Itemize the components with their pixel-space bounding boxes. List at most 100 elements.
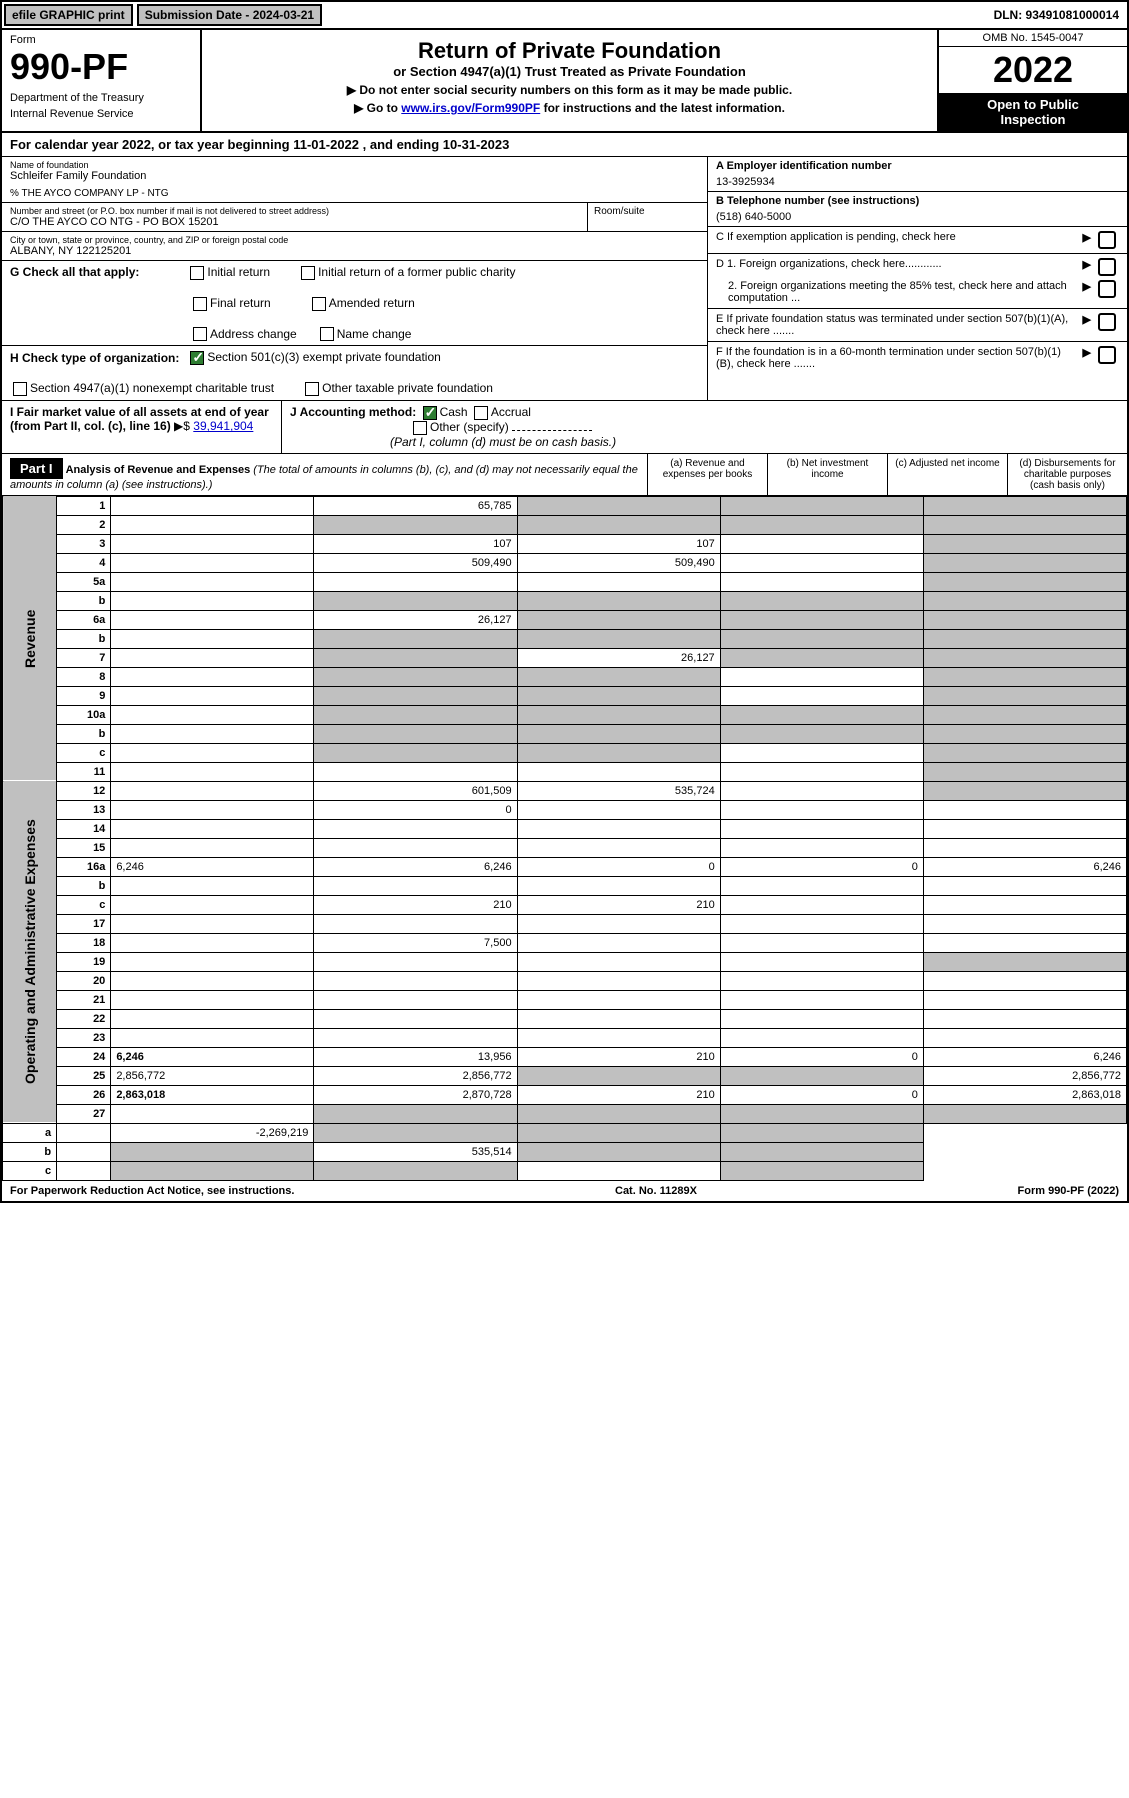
h-label: H Check type of organization:: [10, 351, 179, 365]
checkbox-icon[interactable]: [413, 421, 427, 435]
line-value-a: 13,956: [314, 1047, 517, 1066]
g-opt-0: Initial return: [187, 265, 270, 280]
line-number: 24: [57, 1047, 111, 1066]
line-value-b: [517, 591, 720, 610]
g-row: G Check all that apply: Initial return I…: [2, 261, 707, 346]
checkbox-icon[interactable]: [190, 266, 204, 280]
line-value-d: [720, 1142, 923, 1161]
line-value-b: 0: [517, 857, 720, 876]
checkbox-icon[interactable]: [1098, 258, 1116, 276]
line-value-d: [923, 724, 1126, 743]
checkbox-icon[interactable]: [193, 297, 207, 311]
checkbox-icon[interactable]: [312, 297, 326, 311]
line-value-c: 0: [720, 1047, 923, 1066]
line-value-a: [314, 1009, 517, 1028]
line-number: b: [57, 876, 111, 895]
line-value-b: [517, 515, 720, 534]
a-label: A Employer identification number: [716, 160, 892, 172]
form-number: 990-PF: [10, 46, 192, 88]
addr-row: Number and street (or P.O. box number if…: [2, 203, 707, 232]
checkbox-icon[interactable]: [320, 327, 334, 341]
line-description: [111, 648, 314, 667]
line-value-c: [720, 515, 923, 534]
dotted-line: [512, 430, 592, 431]
checkbox-icon[interactable]: [193, 327, 207, 341]
table-row: 246,24613,95621006,246: [3, 1047, 1127, 1066]
line-value-c: [720, 496, 923, 515]
line-value-a: 7,500: [314, 933, 517, 952]
checkbox-icon[interactable]: [1098, 346, 1116, 364]
line-value-b: [517, 762, 720, 781]
h-opt-2-label: Section 4947(a)(1) nonexempt charitable …: [30, 381, 274, 395]
g-opt-4-label: Amended return: [329, 296, 415, 310]
line-number: 1: [57, 496, 111, 515]
line-value-a: [314, 515, 517, 534]
g-label: G Check all that apply:: [10, 265, 139, 279]
line-number: 3: [57, 534, 111, 553]
checkbox-icon[interactable]: [301, 266, 315, 280]
efile-print-button[interactable]: efile GRAPHIC print: [4, 4, 133, 26]
line-description: [111, 496, 314, 515]
checkbox-icon[interactable]: [474, 406, 488, 420]
line-value-c: [517, 1161, 720, 1180]
line-value-d: [923, 952, 1126, 971]
table-row: Revenue165,785: [3, 496, 1127, 515]
line-value-b: 107: [517, 534, 720, 553]
checkbox-icon[interactable]: [305, 382, 319, 396]
line-value-b: 210: [517, 1085, 720, 1104]
form-subtitle: or Section 4947(a)(1) Trust Treated as P…: [210, 64, 929, 79]
arrow-icon: ▶: [1083, 231, 1091, 249]
g-opt-0-label: Initial return: [207, 265, 270, 279]
line-value-a: [314, 667, 517, 686]
line-value-c: [720, 819, 923, 838]
table-row: 11: [3, 762, 1127, 781]
line-value-b: [517, 1066, 720, 1085]
checkbox-icon[interactable]: [13, 382, 27, 396]
arrow-icon: ▶: [1083, 258, 1091, 276]
f-label: F If the foundation is in a 60-month ter…: [716, 346, 1079, 370]
line-value-a: 26,127: [314, 610, 517, 629]
line-description: [111, 534, 314, 553]
arrow-icon: ▶: [1083, 346, 1091, 370]
line-value-c: [720, 724, 923, 743]
table-row: 726,127: [3, 648, 1127, 667]
fmv-value[interactable]: 39,941,904: [193, 419, 253, 433]
line-value-d: [720, 1123, 923, 1142]
line-description: [111, 572, 314, 591]
checkbox-icon[interactable]: [1098, 231, 1116, 249]
table-row: 252,856,7722,856,7722,856,772: [3, 1066, 1127, 1085]
line-value-b: [517, 876, 720, 895]
top-bar: efile GRAPHIC print Submission Date - 20…: [2, 2, 1127, 30]
line-value-c: [720, 1104, 923, 1123]
checkbox-checked-icon[interactable]: [423, 406, 437, 420]
checkbox-icon[interactable]: [1098, 280, 1116, 298]
table-row: 4509,490509,490: [3, 553, 1127, 572]
footer-row: For Paperwork Reduction Act Notice, see …: [2, 1181, 1127, 1201]
calendar-year-row: For calendar year 2022, or tax year begi…: [2, 133, 1127, 157]
checkbox-icon[interactable]: [1098, 313, 1116, 331]
line-description: [111, 895, 314, 914]
line-number: 12: [57, 781, 111, 800]
line-description: [111, 705, 314, 724]
irs-link[interactable]: www.irs.gov/Form990PF: [401, 101, 540, 115]
g-opt-4: Amended return: [309, 296, 415, 311]
j-label: J Accounting method:: [290, 405, 416, 419]
line-value-a: [314, 971, 517, 990]
line-value-c: [720, 610, 923, 629]
line-value-d: [923, 572, 1126, 591]
table-row: 19: [3, 952, 1127, 971]
line-value-a: [314, 876, 517, 895]
phone-value: (518) 640-5000: [716, 211, 1119, 223]
line-value-c: [720, 781, 923, 800]
line-number: b: [57, 629, 111, 648]
line-number: 15: [57, 838, 111, 857]
ein-cell: A Employer identification number 13-3925…: [708, 157, 1127, 192]
line-number: 8: [57, 667, 111, 686]
line-value-a: -2,269,219: [111, 1123, 314, 1142]
line-value-d: [923, 933, 1126, 952]
line-value-c: [720, 838, 923, 857]
table-row: 20: [3, 971, 1127, 990]
line-value-d: [923, 914, 1126, 933]
checkbox-checked-icon[interactable]: [190, 351, 204, 365]
part1-header-row: Part I Analysis of Revenue and Expenses …: [2, 454, 1127, 496]
